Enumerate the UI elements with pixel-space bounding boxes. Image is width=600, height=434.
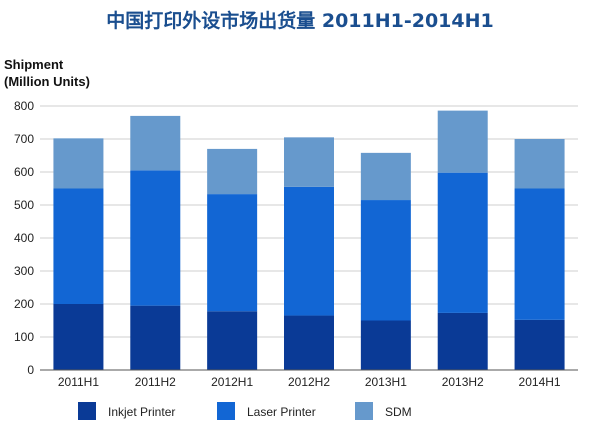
x-tick-label: 2014H1	[519, 375, 561, 389]
legend-label: SDM	[385, 405, 412, 419]
chart-title: 中国打印外设市场出货量 2011H1-2014H1	[106, 10, 494, 32]
bar-segment-sdm	[53, 138, 104, 189]
bar-segment-laser-printer	[437, 172, 488, 313]
bar-segment-laser-printer	[130, 170, 181, 306]
y-tick-label: 700	[14, 132, 34, 146]
bar-segment-inkjet-printer	[207, 311, 258, 370]
x-tick-label: 2011H2	[135, 375, 176, 389]
x-tick-label: 2013H1	[365, 375, 407, 389]
bar-segment-sdm	[360, 152, 411, 201]
x-tick-label: 2011H1	[58, 375, 99, 389]
bar-segment-sdm	[514, 139, 565, 189]
x-tick-label: 2012H1	[211, 375, 253, 389]
bar-segment-laser-printer	[207, 194, 258, 312]
bar-segment-inkjet-printer	[53, 304, 104, 370]
bar-segment-laser-printer	[53, 188, 104, 304]
y-axis-label-line2: (Million Units)	[4, 74, 90, 89]
bar-segment-inkjet-printer	[514, 319, 565, 370]
bar-segment-inkjet-printer	[360, 320, 411, 370]
y-tick-label: 300	[14, 264, 34, 278]
bar-segment-inkjet-printer	[130, 305, 181, 370]
bar-segment-sdm	[130, 115, 181, 171]
bar-segment-sdm	[284, 137, 334, 187]
legend-swatch	[355, 402, 373, 420]
y-axis-label-line1: Shipment	[4, 57, 64, 72]
y-axis-label: Shipment (Million Units)	[4, 56, 90, 90]
bar-segment-laser-printer	[284, 186, 334, 316]
bar-segment-laser-printer	[360, 200, 411, 321]
legend-swatch	[217, 402, 235, 420]
bar-segment-sdm	[437, 110, 488, 173]
legend-label: Inkjet Printer	[108, 405, 175, 419]
x-tick-label: 2013H2	[442, 375, 484, 389]
bar-segment-laser-printer	[514, 188, 565, 320]
y-tick-label: 400	[14, 231, 34, 245]
legend-swatch	[78, 402, 96, 420]
y-tick-label: 100	[14, 330, 34, 344]
y-tick-label: 200	[14, 297, 34, 311]
bar-segment-inkjet-printer	[284, 315, 334, 370]
legend-label: Laser Printer	[247, 405, 316, 419]
y-tick-label: 500	[14, 198, 34, 212]
y-tick-label: 600	[14, 165, 34, 179]
bar-segment-inkjet-printer	[437, 312, 488, 370]
y-tick-label: 0	[27, 363, 34, 377]
y-tick-label: 800	[14, 99, 34, 113]
x-tick-label: 2012H2	[288, 375, 330, 389]
bar-segment-sdm	[207, 148, 258, 195]
